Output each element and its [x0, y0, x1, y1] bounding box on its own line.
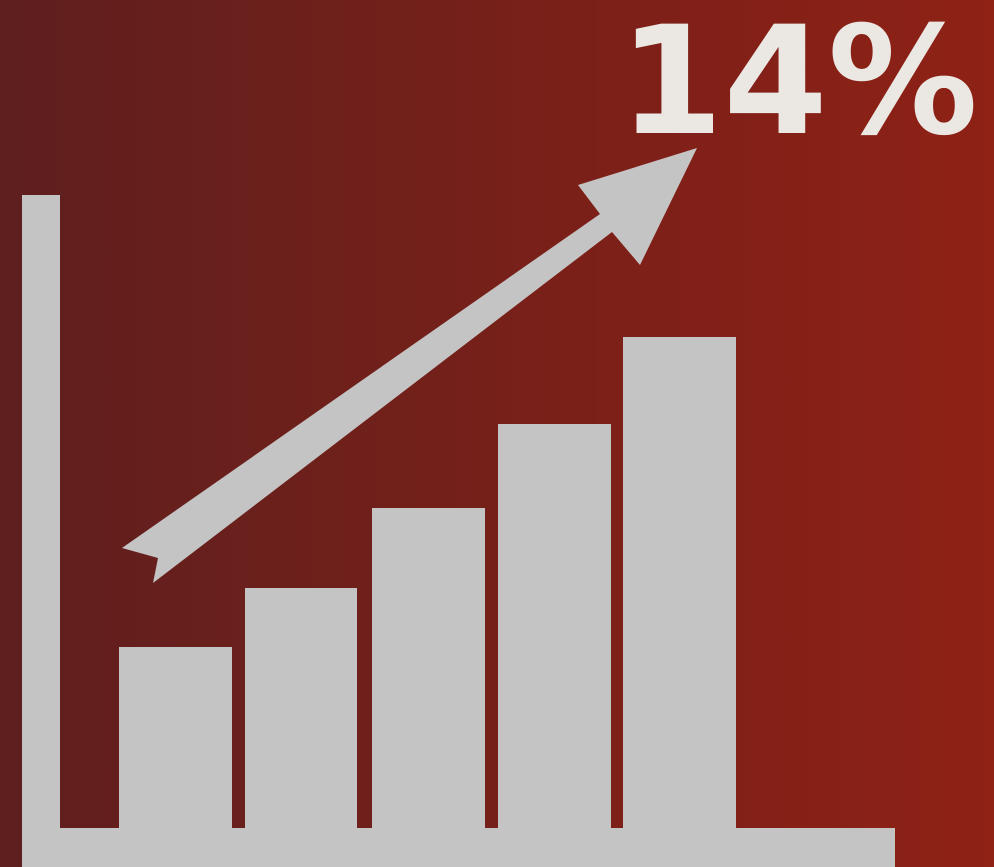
bar [623, 337, 736, 832]
horizontal-axis [22, 828, 895, 867]
bar [119, 647, 232, 832]
trend-arrow [122, 148, 697, 583]
bar [372, 508, 485, 832]
headline: 14% [619, 0, 978, 169]
bar [498, 424, 611, 832]
bar [245, 588, 357, 832]
vertical-axis [22, 195, 60, 867]
bars [119, 337, 736, 832]
